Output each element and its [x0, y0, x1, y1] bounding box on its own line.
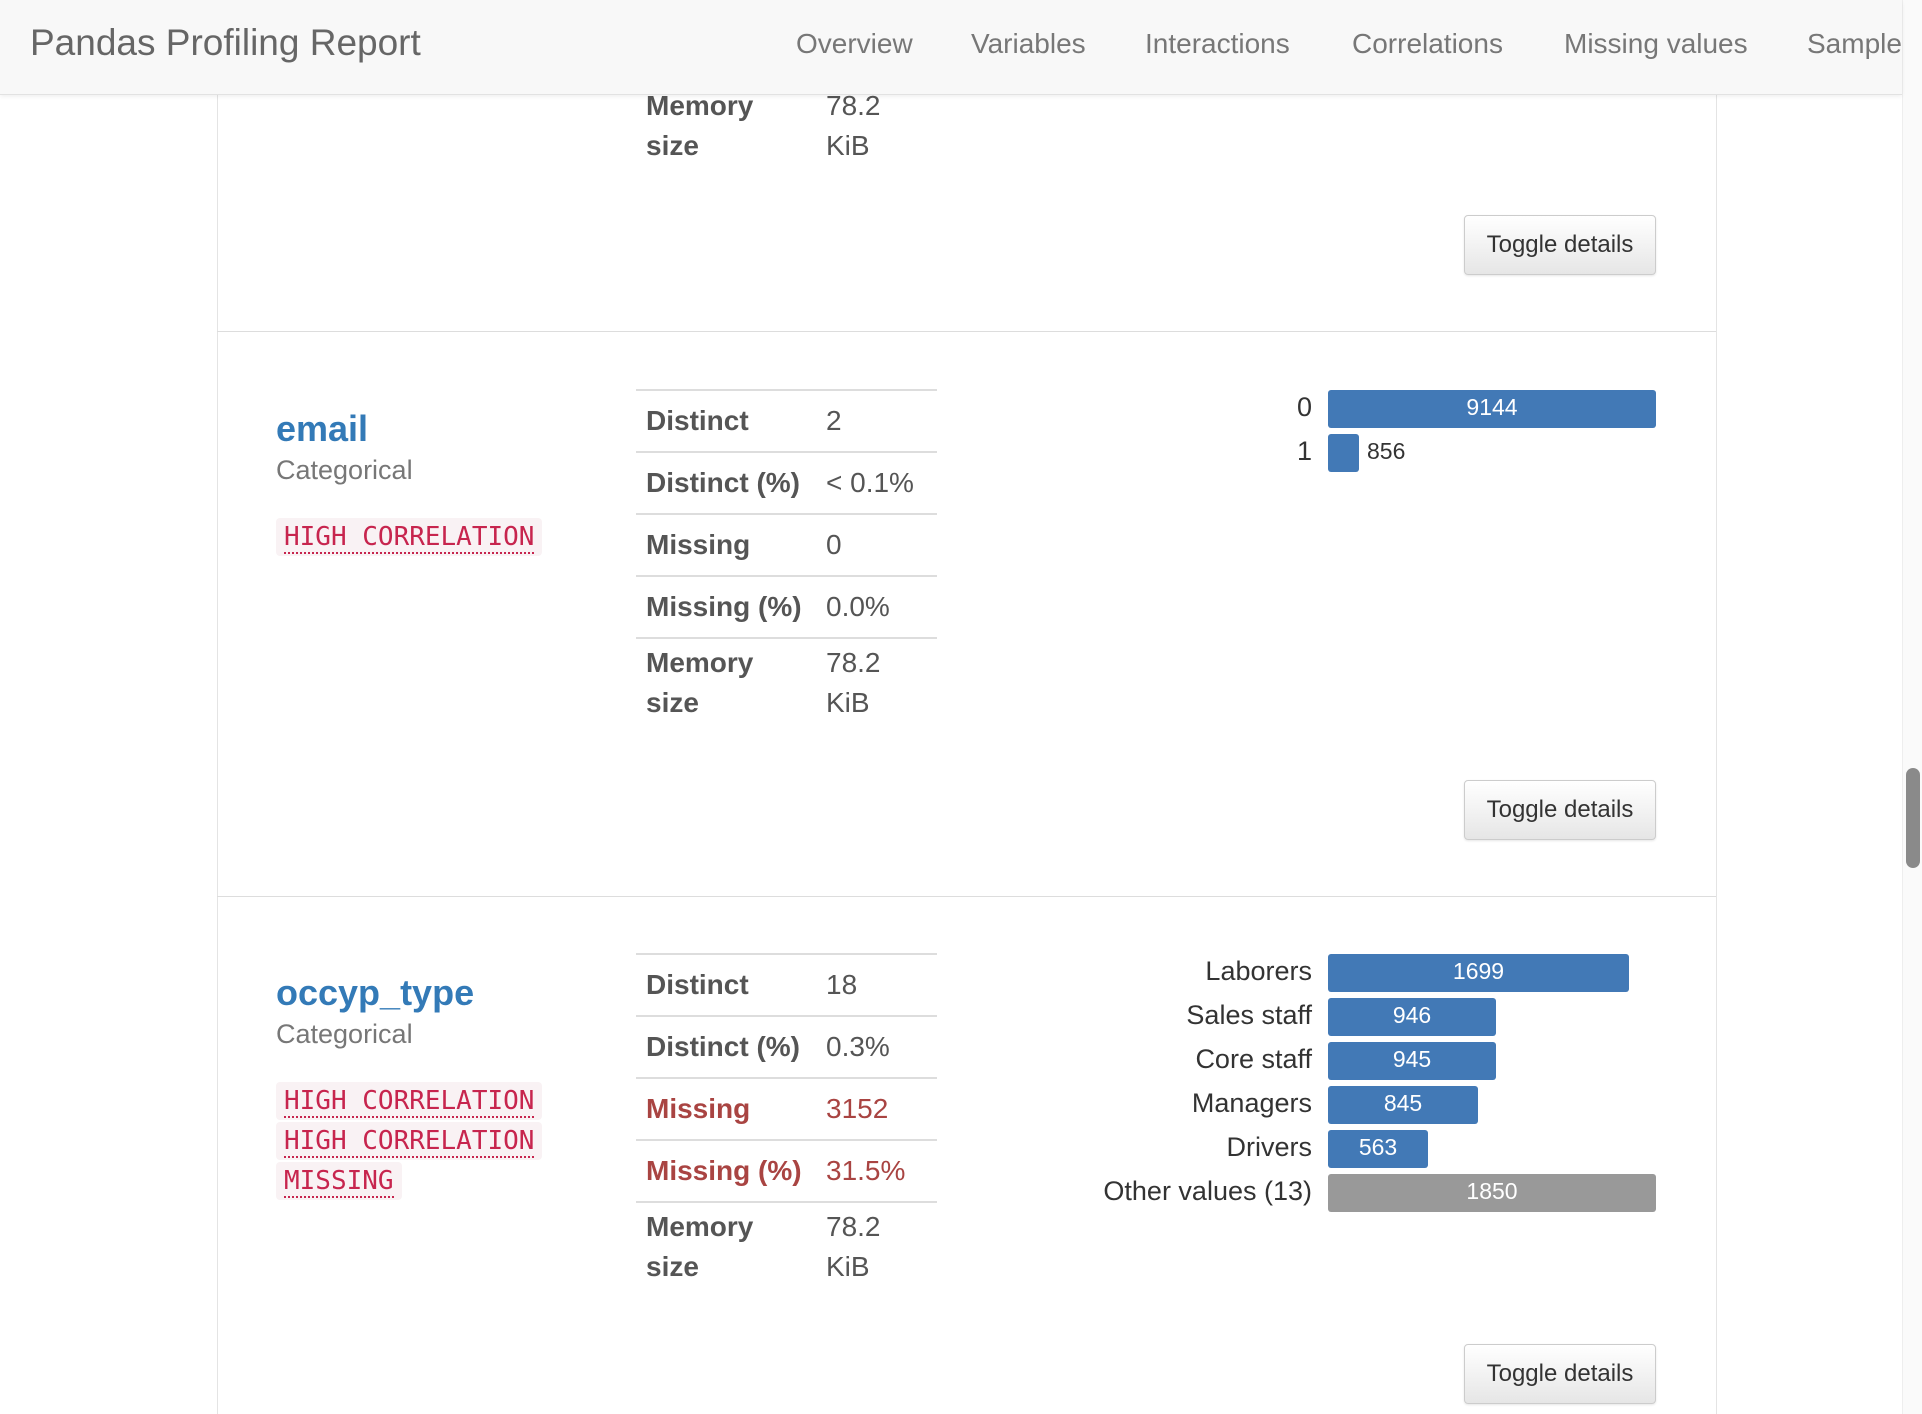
nav-sample[interactable]: Sample [1807, 28, 1902, 59]
occyp-type-frequency-chart: Laborers 1699 Sales staff 946 Core staff 945 M… [1000, 954, 1660, 1224]
email-stats-table: Distinct 2 Distinct (%) < 0.1% Missing 0… [636, 389, 937, 723]
frequency-bar [1328, 1042, 1496, 1080]
toggle-details-button[interactable]: Toggle details [1464, 215, 1656, 275]
stat-value: 3152 [826, 1077, 937, 1140]
top-stats-table: Memory size 78.2 KiB [636, 86, 937, 166]
frequency-bar [1328, 954, 1629, 992]
stat-row-missing: Missing 3152 [636, 1077, 937, 1140]
stat-row-memory-size: Memory size 78.2 KiB [636, 637, 937, 723]
bar-count-label: 856 [1367, 438, 1406, 464]
stat-label: Distinct (%) [636, 451, 826, 514]
bar-category-label: Laborers [1205, 956, 1312, 986]
stat-label: Distinct [636, 389, 826, 452]
nav-variables[interactable]: Variables [971, 28, 1086, 59]
bar-category-label: 1 [1296, 436, 1312, 466]
stat-value: 31.5% [826, 1139, 937, 1202]
bar-category-label: 0 [1296, 392, 1312, 422]
variable-type: Categorical [276, 455, 413, 485]
frequency-bar [1328, 434, 1359, 472]
stat-label: Memory size [636, 637, 826, 723]
stat-row-distinct-pct: Distinct (%) 0.3% [636, 1015, 937, 1078]
nav-correlations[interactable]: Correlations [1352, 28, 1503, 59]
stat-row-missing: Missing 0 [636, 513, 937, 576]
bar-category-label: Drivers [1226, 1132, 1313, 1162]
stat-value: 78.2 KiB [826, 1201, 937, 1287]
frequency-bar [1328, 998, 1496, 1036]
stat-label: Distinct [636, 953, 826, 1016]
stat-row-distinct: Distinct 18 [636, 953, 937, 1016]
bar-count-label: 9144 [1466, 394, 1518, 420]
nav-missing-values[interactable]: Missing values [1564, 28, 1748, 59]
bar-category-label: Other values (13) [1103, 1176, 1312, 1206]
frequency-bar [1328, 1174, 1656, 1212]
stat-row-distinct: Distinct 2 [636, 389, 937, 452]
bar-category-label: Sales staff [1186, 1000, 1312, 1030]
bar-count-label: 1850 [1466, 1178, 1518, 1204]
bar-count-label: 946 [1392, 1002, 1432, 1028]
variable-name-occyp-type[interactable]: occyp_type [276, 972, 475, 1013]
stat-value: 2 [826, 389, 937, 452]
bar-count-label: 945 [1392, 1046, 1432, 1072]
email-frequency-chart: 0 9144 1 856 [1000, 390, 1660, 480]
section-divider [217, 331, 1716, 332]
stat-row-distinct-pct: Distinct (%) < 0.1% [636, 451, 937, 514]
variables-container [217, 0, 1717, 1414]
stat-label-memory: Memory size [646, 90, 754, 161]
occyp-type-stats-table: Distinct 18 Distinct (%) 0.3% Missing 31… [636, 953, 937, 1287]
stat-value: 78.2 KiB [826, 637, 937, 723]
stat-label: Missing [636, 513, 826, 576]
stat-label: Memory size [636, 1201, 826, 1287]
bar-category-label: Managers [1191, 1088, 1312, 1118]
section-divider [217, 896, 1716, 897]
alert-badge-high-correlation[interactable]: HIGH CORRELATION [276, 1082, 543, 1120]
variable-name-email[interactable]: email [276, 408, 369, 449]
stat-value: 18 [826, 953, 937, 1016]
scrollbar-thumb[interactable] [1906, 768, 1920, 868]
stat-value: 0.0% [826, 575, 937, 638]
alert-badge-high-correlation[interactable]: HIGH CORRELATION [276, 1122, 543, 1160]
stat-row-memory-size: Memory size 78.2 KiB [636, 1201, 937, 1287]
bar-count-label: 563 [1358, 1134, 1398, 1160]
nav-overview[interactable]: Overview [796, 28, 913, 59]
toggle-details-button[interactable]: Toggle details [1464, 780, 1656, 840]
navbar: Pandas Profiling Report Overview Variabl… [0, 0, 1902, 95]
stat-label: Missing [636, 1077, 826, 1140]
alert-badge-missing[interactable]: MISSING [276, 1162, 402, 1200]
frequency-bar [1328, 390, 1656, 428]
alert-badge-high-correlation[interactable]: HIGH CORRELATION [276, 518, 543, 556]
stat-value: < 0.1% [826, 451, 937, 514]
stat-value: 0 [826, 513, 937, 576]
bar-count-label: 1699 [1452, 958, 1505, 984]
stat-label: Missing (%) [636, 1139, 826, 1202]
stat-value-memory: 78.2 KiB [826, 90, 881, 161]
frequency-bar [1328, 1130, 1428, 1168]
stat-value: 0.3% [826, 1015, 937, 1078]
brand-title[interactable]: Pandas Profiling Report [30, 22, 421, 63]
variable-type: Categorical [276, 1019, 413, 1049]
bar-count-label: 845 [1383, 1090, 1423, 1116]
stat-label: Missing (%) [636, 575, 826, 638]
frequency-bar [1328, 1086, 1478, 1124]
toggle-details-button[interactable]: Toggle details [1464, 1344, 1656, 1404]
stat-row-missing-pct: Missing (%) 0.0% [636, 575, 937, 638]
scrollbar-track[interactable] [1902, 0, 1922, 1414]
stat-row-missing-pct: Missing (%) 31.5% [636, 1139, 937, 1202]
nav-interactions[interactable]: Interactions [1145, 28, 1290, 59]
bar-category-label: Core staff [1195, 1044, 1312, 1074]
stat-label: Distinct (%) [636, 1015, 826, 1078]
